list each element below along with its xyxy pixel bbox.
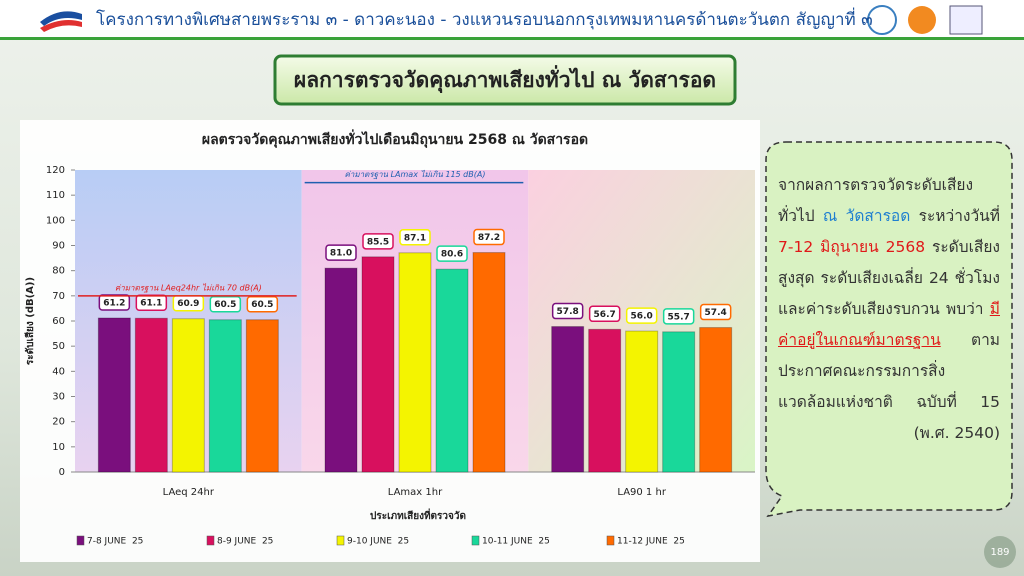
y-tick-label: 70 (52, 291, 65, 302)
legend-swatch (471, 535, 480, 546)
legend-label: 7-8 JUNE 25 (87, 537, 143, 547)
bar (97, 317, 131, 473)
y-tick-label: 120 (46, 165, 65, 176)
y-tick-label: 90 (52, 241, 65, 252)
y-tick-label: 50 (52, 341, 65, 352)
bar (662, 331, 696, 473)
value-label-box (325, 244, 357, 261)
reference-label: ค่ามาตรฐาน LAmax ไม่เกิน 115 dB(A) (345, 169, 486, 180)
bar (245, 319, 279, 473)
value-label: 80.6 (441, 250, 463, 260)
value-label-box (362, 233, 394, 250)
y-tick-label: 40 (52, 366, 65, 377)
value-label-box (246, 295, 279, 313)
value-label: 61.2 (103, 298, 125, 308)
bar (699, 327, 733, 473)
value-label-box (662, 308, 695, 325)
bar (472, 252, 506, 473)
legend-swatch (336, 535, 345, 546)
value-label-box (98, 294, 131, 311)
callout-part: จากผลการตรวจวัดระดับเสียงทั่วไป (778, 176, 974, 225)
y-tick-label: 60 (52, 316, 65, 327)
callout-part: ณ วัดสารอด (822, 207, 911, 225)
y-tick-label: 100 (46, 215, 65, 226)
value-label-box (699, 303, 732, 321)
y-tick-label: 110 (46, 190, 65, 201)
value-label-box (551, 302, 584, 320)
value-label-box (625, 307, 658, 324)
bar (588, 328, 622, 473)
callout-part: มีค่าอยู่ในเกณฑ์มาตรฐาน (778, 300, 1000, 349)
callout-part: ระดับเสียงสูงสุด ระดับเสียงเฉลี่ย 24 ชั่… (778, 238, 1000, 318)
value-label-box (209, 295, 242, 313)
value-label-box (588, 305, 621, 323)
legend-label: 9-10 JUNE 25 (347, 537, 409, 547)
value-label-box (399, 229, 431, 246)
x-tick-label: LAeq 24hr (163, 487, 215, 498)
reference-label: ค่ามาตรฐาน LAeq24hr ไม่เกิน 70 dB(A) (115, 282, 262, 293)
x-axis-title: ประเภทเสียงที่ตรวจวัด (370, 508, 466, 522)
logo (40, 11, 82, 26)
value-label: 56.7 (594, 310, 616, 320)
x-tick-label: LAmax 1hr (388, 487, 443, 498)
logo (40, 20, 82, 32)
logo (949, 5, 983, 35)
y-tick-label: 30 (52, 392, 65, 403)
bar (435, 268, 469, 473)
header-rule (0, 37, 1024, 40)
value-label: 85.5 (367, 237, 389, 247)
y-tick-label: 10 (52, 442, 65, 453)
value-label: 60.9 (177, 299, 199, 309)
bar (398, 252, 432, 473)
legend-swatch (206, 535, 215, 546)
logo (867, 5, 897, 35)
callout-part: 7-12 มิถุนายน 2568 (778, 238, 926, 256)
value-label-box (473, 228, 505, 246)
bar (134, 317, 168, 473)
legend-label: 10-11 JUNE 25 (482, 537, 550, 547)
callout-part: ตาม ประกาศคณะกรรมการสิ่งแวดล้อมแห่งชาติ … (778, 331, 1000, 442)
legend-swatch (606, 535, 615, 546)
value-label: 57.4 (705, 308, 727, 318)
header-bg (0, 0, 1024, 38)
bar (208, 319, 242, 473)
value-label: 81.0 (330, 249, 352, 259)
banner-title: ผลการตรวจวัดคุณภาพเสียงทั่วไป ณ วัดสารอด (294, 64, 716, 94)
legend-swatch (76, 535, 85, 546)
value-label: 87.1 (404, 233, 426, 243)
y-axis-title: ระดับเสียง (dB(A)) (24, 277, 36, 365)
chart-title: ผลตรวจวัดคุณภาพเสียงทั่วไปเดือนมิถุนายน … (202, 129, 588, 148)
value-label: 56.0 (631, 312, 653, 322)
x-tick-label: LA90 1 hr (617, 487, 666, 498)
y-tick-label: 0 (59, 467, 65, 478)
page-badge (984, 536, 1016, 568)
value-label: 55.7 (668, 312, 690, 322)
header-title: โครงการทางพิเศษสายพระราม ๓ - ดาวคะนอง - … (96, 7, 873, 30)
bar (551, 326, 585, 473)
value-label: 60.5 (214, 300, 236, 310)
value-label-box (436, 245, 468, 262)
banner (273, 54, 737, 106)
legend-label: 11-12 JUNE 25 (617, 537, 685, 547)
legend-label: 8-9 JUNE 25 (217, 537, 273, 547)
y-tick-label: 80 (52, 266, 65, 277)
value-label: 61.1 (140, 299, 162, 309)
bar (324, 267, 358, 473)
bar (171, 318, 205, 473)
value-label: 57.8 (557, 307, 579, 317)
callout-part: ระหว่างวันที่ (910, 207, 1000, 225)
bar (361, 256, 395, 473)
logo (908, 6, 936, 34)
callout-box (765, 141, 1013, 518)
value-label: 87.2 (478, 233, 500, 243)
callout-text: จากผลการตรวจวัดระดับเสียงทั่วไป ณ วัดสาร… (778, 170, 1000, 449)
y-tick-label: 20 (52, 417, 65, 428)
bar (625, 330, 659, 473)
value-label: 60.5 (251, 300, 273, 310)
page-number: 189 (990, 547, 1009, 558)
